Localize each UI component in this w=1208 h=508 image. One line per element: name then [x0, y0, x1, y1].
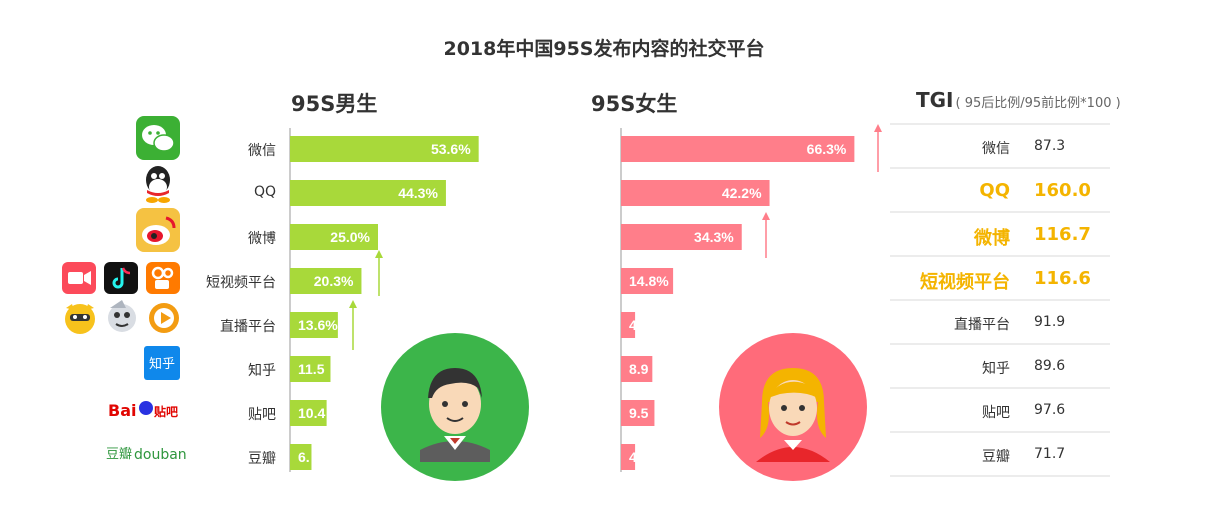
tgi-row-label-2: 微博 — [974, 228, 1010, 249]
tgi-title-main: TGI — [916, 88, 954, 112]
male-bar-label-6: 10.4 — [298, 405, 325, 421]
female-bar-label-3: 14.8% — [629, 273, 669, 289]
female-bar-4 — [621, 312, 636, 338]
male-bar-label-3: 20.3% — [314, 273, 354, 289]
female-bar-label-7: 4 — [629, 449, 637, 465]
category-label-6: 贴吧 — [248, 407, 276, 423]
male-bar-5 — [290, 356, 331, 382]
category-label-0: 微信 — [248, 143, 276, 159]
female-bar-label-1: 42.2% — [722, 185, 762, 201]
huya-icon — [65, 304, 95, 334]
tgi-row-label-5: 知乎 — [982, 361, 1010, 377]
kuaishou-icon — [146, 262, 180, 294]
category-label-7: 豆瓣 — [248, 451, 276, 467]
female-bar-1 — [621, 180, 770, 206]
male-avatar-icon — [381, 333, 529, 481]
female-bar-label-5: 8.9 — [629, 361, 649, 377]
qq-icon — [146, 166, 170, 203]
tgi-row-value-7: 71.7 — [1034, 446, 1066, 462]
male-bar-label-2: 25.0% — [330, 229, 370, 245]
female-bar-label-0: 66.3% — [807, 141, 847, 157]
male-bar-1 — [290, 180, 446, 206]
female-bar-3 — [621, 268, 674, 294]
category-label-3: 短视频平台 — [206, 275, 276, 291]
tgi-row-label-3: 短视频平台 — [920, 272, 1010, 293]
zhihu-icon: 知乎 — [144, 346, 180, 380]
baidu-tieba-icon: Bai 贴吧 — [108, 401, 178, 420]
tgi-row-value-5: 89.6 — [1034, 358, 1066, 374]
douban-cn-text: 豆瓣 — [106, 447, 132, 462]
male-bar-label-1: 44.3% — [398, 185, 438, 201]
douban-icon: 豆瓣 douban — [106, 447, 186, 463]
tieba-bai-text: Bai — [108, 401, 136, 420]
tgi-row-value-1: 160.0 — [1034, 180, 1091, 201]
douyin-icon — [104, 262, 138, 294]
tgi-row-label-0: 微信 — [982, 141, 1010, 157]
male-bar-6 — [290, 400, 327, 426]
tgi-row-label-6: 贴吧 — [982, 405, 1010, 421]
female-series-title: 95S女生 — [591, 92, 678, 116]
category-label-1: QQ — [253, 184, 276, 200]
tgi-row-value-6: 97.6 — [1034, 402, 1066, 418]
male-bar-7 — [290, 444, 312, 470]
douyu-icon — [108, 300, 136, 332]
female-bar-6 — [621, 400, 655, 426]
female-arrow-1-head — [762, 212, 770, 220]
male-bar-label-4: 13.6% — [298, 317, 338, 333]
female-bar-label-2: 34.3% — [694, 229, 734, 245]
tgi-row-value-0: 87.3 — [1034, 138, 1066, 154]
category-label-2: 微博 — [248, 231, 276, 247]
male-arrow-2-head — [375, 250, 383, 258]
tgi-row-label-1: QQ — [979, 180, 1010, 201]
tgi-row-label-4: 直播平台 — [954, 317, 1010, 333]
female-bar-0 — [621, 136, 855, 162]
male-bar-label-5: 11.5 — [298, 361, 325, 377]
tgi-row-value-4: 91.9 — [1034, 314, 1066, 330]
female-arrow-0-head — [874, 124, 882, 132]
category-label-5: 知乎 — [248, 363, 276, 379]
female-bar-label-4: 4 — [629, 317, 637, 333]
male-arrow-3-head — [349, 300, 357, 308]
douban-en-text: douban — [134, 447, 186, 463]
tgi-title: TGI( 95后比例/95前比例*100 ) — [916, 88, 1121, 112]
male-bar-0 — [290, 136, 479, 162]
tgi-row-value-2: 116.7 — [1034, 224, 1091, 245]
male-bar-label-0: 53.6% — [431, 141, 471, 157]
chart-title: 2018年中国95S发布内容的社交平台 — [443, 38, 765, 60]
weibo-icon — [136, 208, 180, 252]
video-icon — [62, 262, 96, 294]
tgi-row-label-7: 豆瓣 — [982, 449, 1010, 465]
male-bar-2 — [290, 224, 378, 250]
male-bar-4 — [290, 312, 338, 338]
female-bar-7 — [621, 444, 636, 470]
female-avatar-icon — [719, 333, 867, 481]
female-bar-label-6: 9.5 — [629, 405, 649, 421]
male-series-title: 95S男生 — [291, 92, 378, 116]
male-bar-label-7: 6. — [298, 449, 310, 465]
zhihu-icon-text: 知乎 — [149, 356, 175, 372]
male-bar-3 — [290, 268, 362, 294]
tieba-text: 贴吧 — [154, 404, 178, 419]
live-icon — [149, 303, 179, 333]
tgi-subtitle: ( 95后比例/95前比例*100 ) — [955, 96, 1121, 111]
female-bar-5 — [621, 356, 653, 382]
category-label-4: 直播平台 — [220, 319, 276, 335]
wechat-icon — [136, 116, 180, 160]
tgi-row-value-3: 116.6 — [1034, 268, 1091, 289]
female-bar-2 — [621, 224, 742, 250]
